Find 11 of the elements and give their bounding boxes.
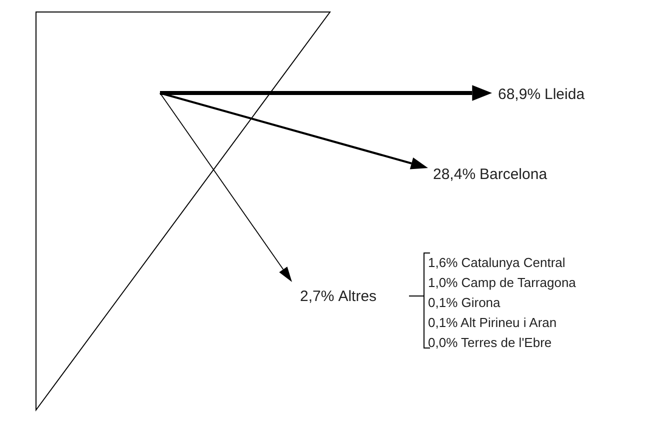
text: 1,6% Catalunya Central bbox=[428, 255, 566, 270]
text: 1,0% Camp de Tarragona bbox=[428, 275, 577, 290]
data-label: 68,9% bbox=[498, 86, 541, 103]
data-label: 28,4% bbox=[433, 166, 476, 183]
category-label: Altres bbox=[338, 288, 377, 305]
category-label: Barcelona bbox=[480, 166, 548, 183]
text: 0,1% Girona bbox=[428, 295, 502, 310]
data-label: 2,7% bbox=[300, 288, 334, 305]
category-label: Lleida bbox=[544, 86, 586, 103]
text: 0,0% Terres de l'Ebre bbox=[428, 335, 552, 350]
text: 0,1% Alt Pirineu i Aran bbox=[428, 315, 557, 330]
